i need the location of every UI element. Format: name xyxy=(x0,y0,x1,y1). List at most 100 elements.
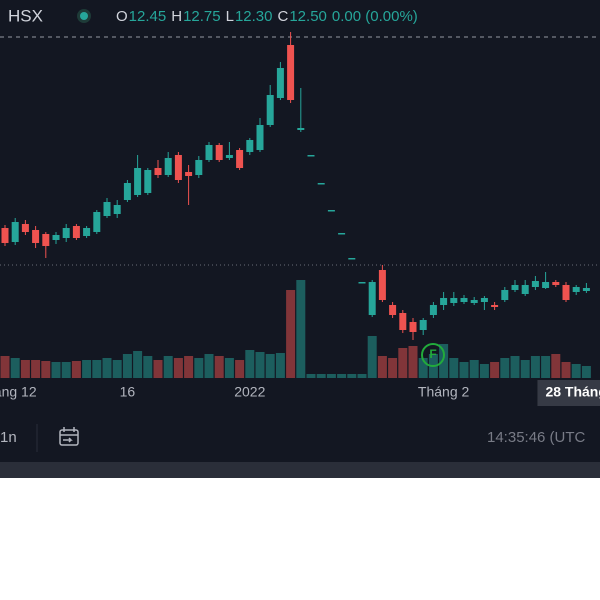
candle-layer xyxy=(1,32,590,340)
candle-body xyxy=(368,282,376,315)
clock: 14:35:46 (UTC xyxy=(487,429,586,446)
volume-bar xyxy=(41,361,51,378)
change: 0.00 (0.00%) xyxy=(332,8,418,25)
candle-body xyxy=(123,183,131,200)
volume-bar xyxy=(479,364,489,378)
symbol: HSX xyxy=(8,6,43,25)
volume-bar xyxy=(316,374,326,378)
candle-body xyxy=(174,155,182,180)
crosshair-time-box xyxy=(537,380,600,406)
candle-body xyxy=(225,155,233,158)
volume-bar xyxy=(92,360,102,378)
candle-body xyxy=(256,125,264,150)
candle-body xyxy=(399,313,407,330)
ohlc-legend: O 12.45 H 12.75 L 12.30 C 12.50 0.00 (0.00%) xyxy=(116,8,418,25)
volume-bar xyxy=(541,356,551,378)
candle-body xyxy=(378,270,386,300)
candle-body xyxy=(62,228,70,238)
volume-bar xyxy=(184,356,194,378)
candle-body xyxy=(440,298,448,305)
volume-bar xyxy=(510,356,520,378)
candle-body xyxy=(521,285,529,294)
candle-body xyxy=(185,172,193,176)
candle-body xyxy=(460,298,468,302)
candle-body xyxy=(297,128,305,130)
event-marker-label: F xyxy=(429,347,436,361)
volume-layer xyxy=(0,280,591,378)
volume-bar xyxy=(194,358,204,378)
candle-body xyxy=(144,170,152,193)
volume-bar xyxy=(418,358,428,378)
ohlc-key: L xyxy=(226,8,234,25)
toolbar-background xyxy=(0,400,600,462)
candle-body xyxy=(72,226,80,238)
volume-bar xyxy=(163,356,173,378)
x-tick-label: Tháng 2 xyxy=(418,384,470,400)
candle-body xyxy=(276,68,284,98)
volume-bar xyxy=(408,346,418,378)
volume-bar xyxy=(490,362,500,378)
candle-body xyxy=(531,281,539,287)
ohlc-value: 12.45 xyxy=(129,8,167,25)
candle-body xyxy=(582,288,590,291)
time-axis: áng 12 16 2022 Tháng 2 28 Tháng xyxy=(0,380,600,406)
volume-bar xyxy=(449,358,459,378)
candle-body xyxy=(480,298,488,302)
candle-body xyxy=(103,202,111,216)
candle-body xyxy=(572,287,580,292)
candle-body xyxy=(1,228,9,243)
candle-body xyxy=(501,290,509,300)
candle-body xyxy=(154,168,162,175)
candle-body xyxy=(307,155,315,157)
ohlc-value: 12.75 xyxy=(183,8,221,25)
calendar-icon[interactable] xyxy=(59,427,79,446)
candle-body xyxy=(83,228,91,236)
candle-body xyxy=(338,233,346,235)
volume-bar xyxy=(469,360,479,378)
event-marker[interactable] xyxy=(421,343,445,367)
x-tick-label: 2022 xyxy=(234,384,265,400)
ohlc-key: C xyxy=(278,8,289,25)
volume-bar xyxy=(153,360,163,378)
ohlc-key: O xyxy=(116,8,128,25)
candle-body xyxy=(93,212,101,232)
volume-bar xyxy=(122,354,132,378)
volume-bar xyxy=(10,358,20,378)
volume-bar xyxy=(520,360,530,378)
volume-bar xyxy=(347,374,357,378)
volume-bar xyxy=(571,364,581,378)
volume-bar xyxy=(214,356,224,378)
volume-bar xyxy=(71,361,81,378)
candle-body xyxy=(429,305,437,315)
volume-bar xyxy=(377,356,387,378)
x-tick-label: 16 xyxy=(120,384,136,400)
candle-body xyxy=(511,285,519,290)
candle-body xyxy=(287,45,295,100)
volume-bar xyxy=(224,358,234,378)
volume-bar xyxy=(102,358,112,378)
volume-bar xyxy=(367,336,377,378)
volume-bar xyxy=(143,356,153,378)
volume-bar xyxy=(551,354,561,378)
candle-body xyxy=(11,222,19,242)
candle-body xyxy=(389,305,397,315)
volume-bar xyxy=(245,350,255,378)
candle-body xyxy=(562,285,570,300)
candle-body xyxy=(42,234,50,246)
volume-bar xyxy=(51,362,61,378)
volume-bar xyxy=(112,360,122,378)
candle-body xyxy=(164,158,172,175)
candle-body xyxy=(542,282,550,288)
volume-bar xyxy=(265,354,275,378)
candle-body xyxy=(419,320,427,330)
volume-bar xyxy=(82,360,92,378)
candle-body xyxy=(450,298,458,303)
candle-body xyxy=(348,258,356,260)
candle-body xyxy=(195,160,203,175)
status-dot xyxy=(80,12,88,20)
volume-bar xyxy=(0,356,10,378)
interval-button[interactable]: 1n xyxy=(0,429,17,446)
x-tick-label: áng 12 xyxy=(0,384,37,400)
volume-bar xyxy=(530,356,540,378)
candle-body xyxy=(205,145,213,160)
